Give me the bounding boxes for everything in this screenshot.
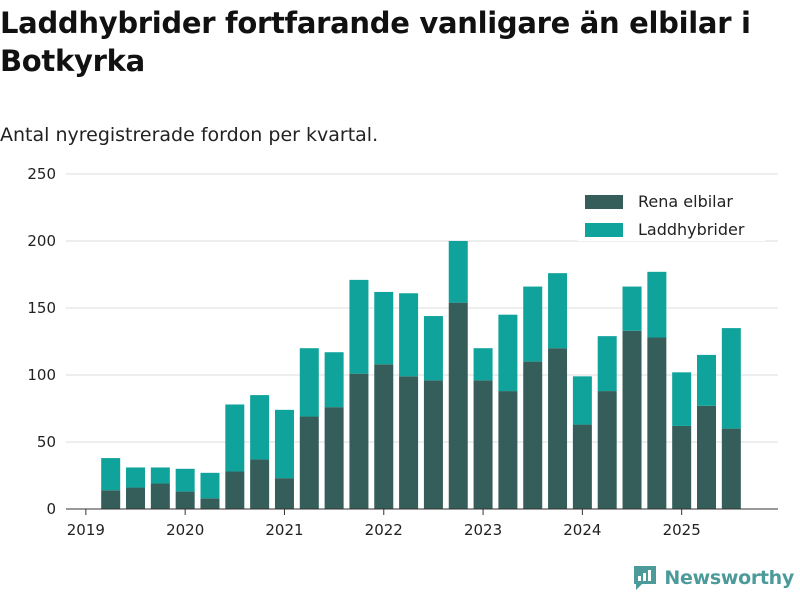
bar-laddhybrider-2020-q3 (225, 404, 245, 472)
legend-label-laddhybrider: Laddhybrider (638, 220, 745, 239)
bar-rena-elbilar-2024-q4 (647, 337, 667, 509)
bar-rena-elbilar-2025-q3 (721, 428, 741, 509)
bar-laddhybrider-2023-q2 (498, 314, 518, 392)
bar-rena-elbilar-2023-q4 (548, 348, 568, 509)
bar-rena-elbilar-2023-q3 (523, 361, 543, 509)
bar-rena-elbilar-2022-q1 (374, 364, 394, 509)
bar-rena-elbilar-2022-q2 (399, 376, 419, 509)
bar-rena-elbilar-2019-q4 (150, 483, 170, 509)
bar-laddhybrider-2024-q1 (572, 376, 592, 425)
legend-label-rena-elbilar: Rena elbilar (638, 192, 733, 211)
bar-rena-elbilar-2021-q3 (324, 407, 344, 509)
bars (101, 241, 741, 509)
bar-laddhybrider-2024-q3 (622, 286, 642, 331)
y-tick-label-200: 200 (27, 232, 56, 250)
bar-laddhybrider-2025-q2 (697, 354, 717, 406)
bar-laddhybrider-2019-q3 (126, 467, 146, 488)
bar-laddhybrider-2021-q2 (299, 348, 319, 417)
y-axis-ticks: 0 50 100 150 200 250 (27, 165, 56, 518)
bar-laddhybrider-2025-q1 (672, 372, 692, 426)
bar-rena-elbilar-2021-q2 (299, 416, 319, 509)
chart-title: Laddhybrider fortfarande vanligare än el… (0, 6, 751, 78)
bar-rena-elbilar-2020-q3 (225, 471, 245, 509)
bar-rena-elbilar-2021-q4 (349, 373, 369, 509)
x-tick-label-2022: 2022 (365, 521, 403, 539)
legend-swatch-laddhybrider (585, 223, 623, 237)
legend: Rena elbilar Laddhybrider (577, 183, 765, 241)
y-tick-label-0: 0 (46, 500, 56, 518)
bar-rena-elbilar-2025-q1 (672, 425, 692, 509)
bar-laddhybrider-2023-q4 (548, 273, 568, 349)
bar-rena-elbilar-2020-q4 (250, 459, 270, 509)
x-tick-label-2024: 2024 (563, 521, 601, 539)
bar-laddhybrider-2021-q3 (324, 352, 344, 408)
bar-laddhybrider-2020-q1 (175, 468, 195, 492)
bar-rena-elbilar-2024-q3 (622, 330, 642, 509)
x-tick-label-2021: 2021 (265, 521, 303, 539)
newsworthy-icon (634, 566, 657, 590)
bar-laddhybrider-2024-q2 (597, 336, 617, 392)
bar-laddhybrider-2022-q4 (448, 241, 468, 303)
legend-swatch-rena-elbilar (585, 195, 623, 209)
y-tick-label-150: 150 (27, 299, 56, 317)
y-tick-label-50: 50 (37, 433, 56, 451)
bar-rena-elbilar-2022-q4 (448, 302, 468, 509)
bar-laddhybrider-2021-q1 (274, 409, 294, 479)
x-tick-label-2023: 2023 (464, 521, 502, 539)
x-tick-label-2019: 2019 (67, 521, 105, 539)
bar-rena-elbilar-2020-q2 (200, 498, 220, 509)
bar-laddhybrider-2023-q3 (523, 286, 543, 362)
bar-laddhybrider-2020-q2 (200, 472, 220, 499)
brand-name: Newsworthy (664, 567, 794, 589)
bar-rena-elbilar-2023-q1 (473, 380, 493, 509)
bar-rena-elbilar-2024-q1 (572, 424, 592, 509)
bar-rena-elbilar-2019-q3 (126, 487, 146, 509)
x-axis-ticks: 2019 2020 2021 2022 2023 2024 2025 (67, 509, 701, 539)
y-tick-label-250: 250 (27, 165, 56, 183)
bar-laddhybrider-2022-q2 (399, 293, 419, 377)
bar-rena-elbilar-2021-q1 (274, 478, 294, 509)
newsworthy-logo: Newsworthy (632, 564, 794, 592)
bar-laddhybrider-2021-q4 (349, 279, 369, 374)
bar-laddhybrider-2023-q1 (473, 348, 493, 381)
bar-rena-elbilar-2020-q1 (175, 491, 195, 509)
bar-rena-elbilar-2025-q2 (697, 405, 717, 509)
bar-laddhybrider-2025-q3 (721, 328, 741, 429)
bar-rena-elbilar-2019-q2 (101, 490, 121, 509)
bar-rena-elbilar-2022-q3 (423, 380, 443, 509)
bar-laddhybrider-2022-q3 (423, 316, 443, 381)
bar-laddhybrider-2019-q4 (150, 467, 170, 484)
chart-subtitle: Antal nyregistrerade fordon per kvartal. (0, 124, 379, 146)
bar-laddhybrider-2020-q4 (250, 395, 270, 460)
bar-laddhybrider-2024-q4 (647, 271, 667, 338)
x-tick-label-2020: 2020 (166, 521, 204, 539)
bar-laddhybrider-2019-q2 (101, 458, 121, 491)
bar-rena-elbilar-2023-q2 (498, 391, 518, 509)
x-tick-label-2025: 2025 (663, 521, 701, 539)
y-tick-label-100: 100 (27, 366, 56, 384)
bar-laddhybrider-2022-q1 (374, 291, 394, 365)
bar-rena-elbilar-2024-q2 (597, 391, 617, 509)
